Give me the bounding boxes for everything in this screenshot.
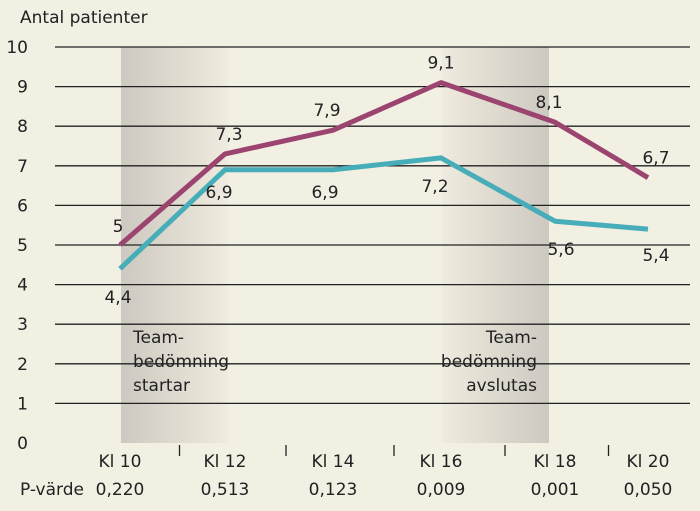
data-label: 6,9 <box>205 183 232 203</box>
annotation-line: bedömning <box>133 352 229 372</box>
y-tick-label: 6 <box>17 196 28 216</box>
series-line-2 <box>118 155 649 271</box>
x-tick-label: Kl 18 <box>534 452 577 472</box>
pvalue-label: 0,220 <box>96 480 145 500</box>
y-tick-label: 7 <box>17 157 28 177</box>
pvalue-label: 0,009 <box>417 480 466 500</box>
annotation-2: Team-bedömning avslutas <box>441 328 537 396</box>
pvalue-label: 0,001 <box>531 480 580 500</box>
x-tick-label: Kl 16 <box>420 452 463 472</box>
x-tick-label: Kl 12 <box>204 452 247 472</box>
annotation-line: Team- <box>132 328 184 348</box>
pvalue-label: 0,050 <box>624 480 673 500</box>
annotation-line: Team- <box>485 328 537 348</box>
data-label: 6,7 <box>642 149 669 169</box>
annotation-line: avslutas <box>466 376 537 396</box>
y-tick-label: 5 <box>17 236 28 256</box>
data-label: 4,4 <box>104 288 131 308</box>
annotation-1: Team-bedömning startar <box>132 328 229 396</box>
x-tick-label: Kl 20 <box>627 452 670 472</box>
data-label: 5,6 <box>547 240 574 260</box>
y-tick-label: 9 <box>17 78 28 98</box>
data-label: 6,9 <box>311 183 338 203</box>
pvalue-row-label: P-värde <box>20 480 84 500</box>
annotation-line: bedömning <box>441 352 537 372</box>
y-tick-label: 10 <box>6 38 28 58</box>
y-tick-label: 2 <box>17 355 28 375</box>
y-tick-label: 8 <box>17 117 28 137</box>
y-axis-label: Antal patienter <box>20 8 148 28</box>
data-label: 9,1 <box>427 54 454 74</box>
data-label: 7,9 <box>313 101 340 121</box>
y-tick-label: 0 <box>17 434 28 454</box>
pvalue-label: 0,123 <box>309 480 358 500</box>
pvalue-label: 0,513 <box>201 480 250 500</box>
series-line-1 <box>118 80 650 247</box>
y-tick-label: 1 <box>17 394 28 414</box>
data-label: 8,1 <box>535 93 562 113</box>
y-tick-label: 4 <box>17 276 28 296</box>
data-label: 7,3 <box>215 125 242 145</box>
y-tick-label: 3 <box>17 315 28 335</box>
data-label: 5 <box>113 217 124 237</box>
data-label: 5,4 <box>642 246 669 266</box>
x-tick-label: Kl 10 <box>99 452 142 472</box>
x-tick-label: Kl 14 <box>312 452 355 472</box>
data-label: 7,2 <box>421 177 448 197</box>
annotation-line: startar <box>133 376 190 396</box>
